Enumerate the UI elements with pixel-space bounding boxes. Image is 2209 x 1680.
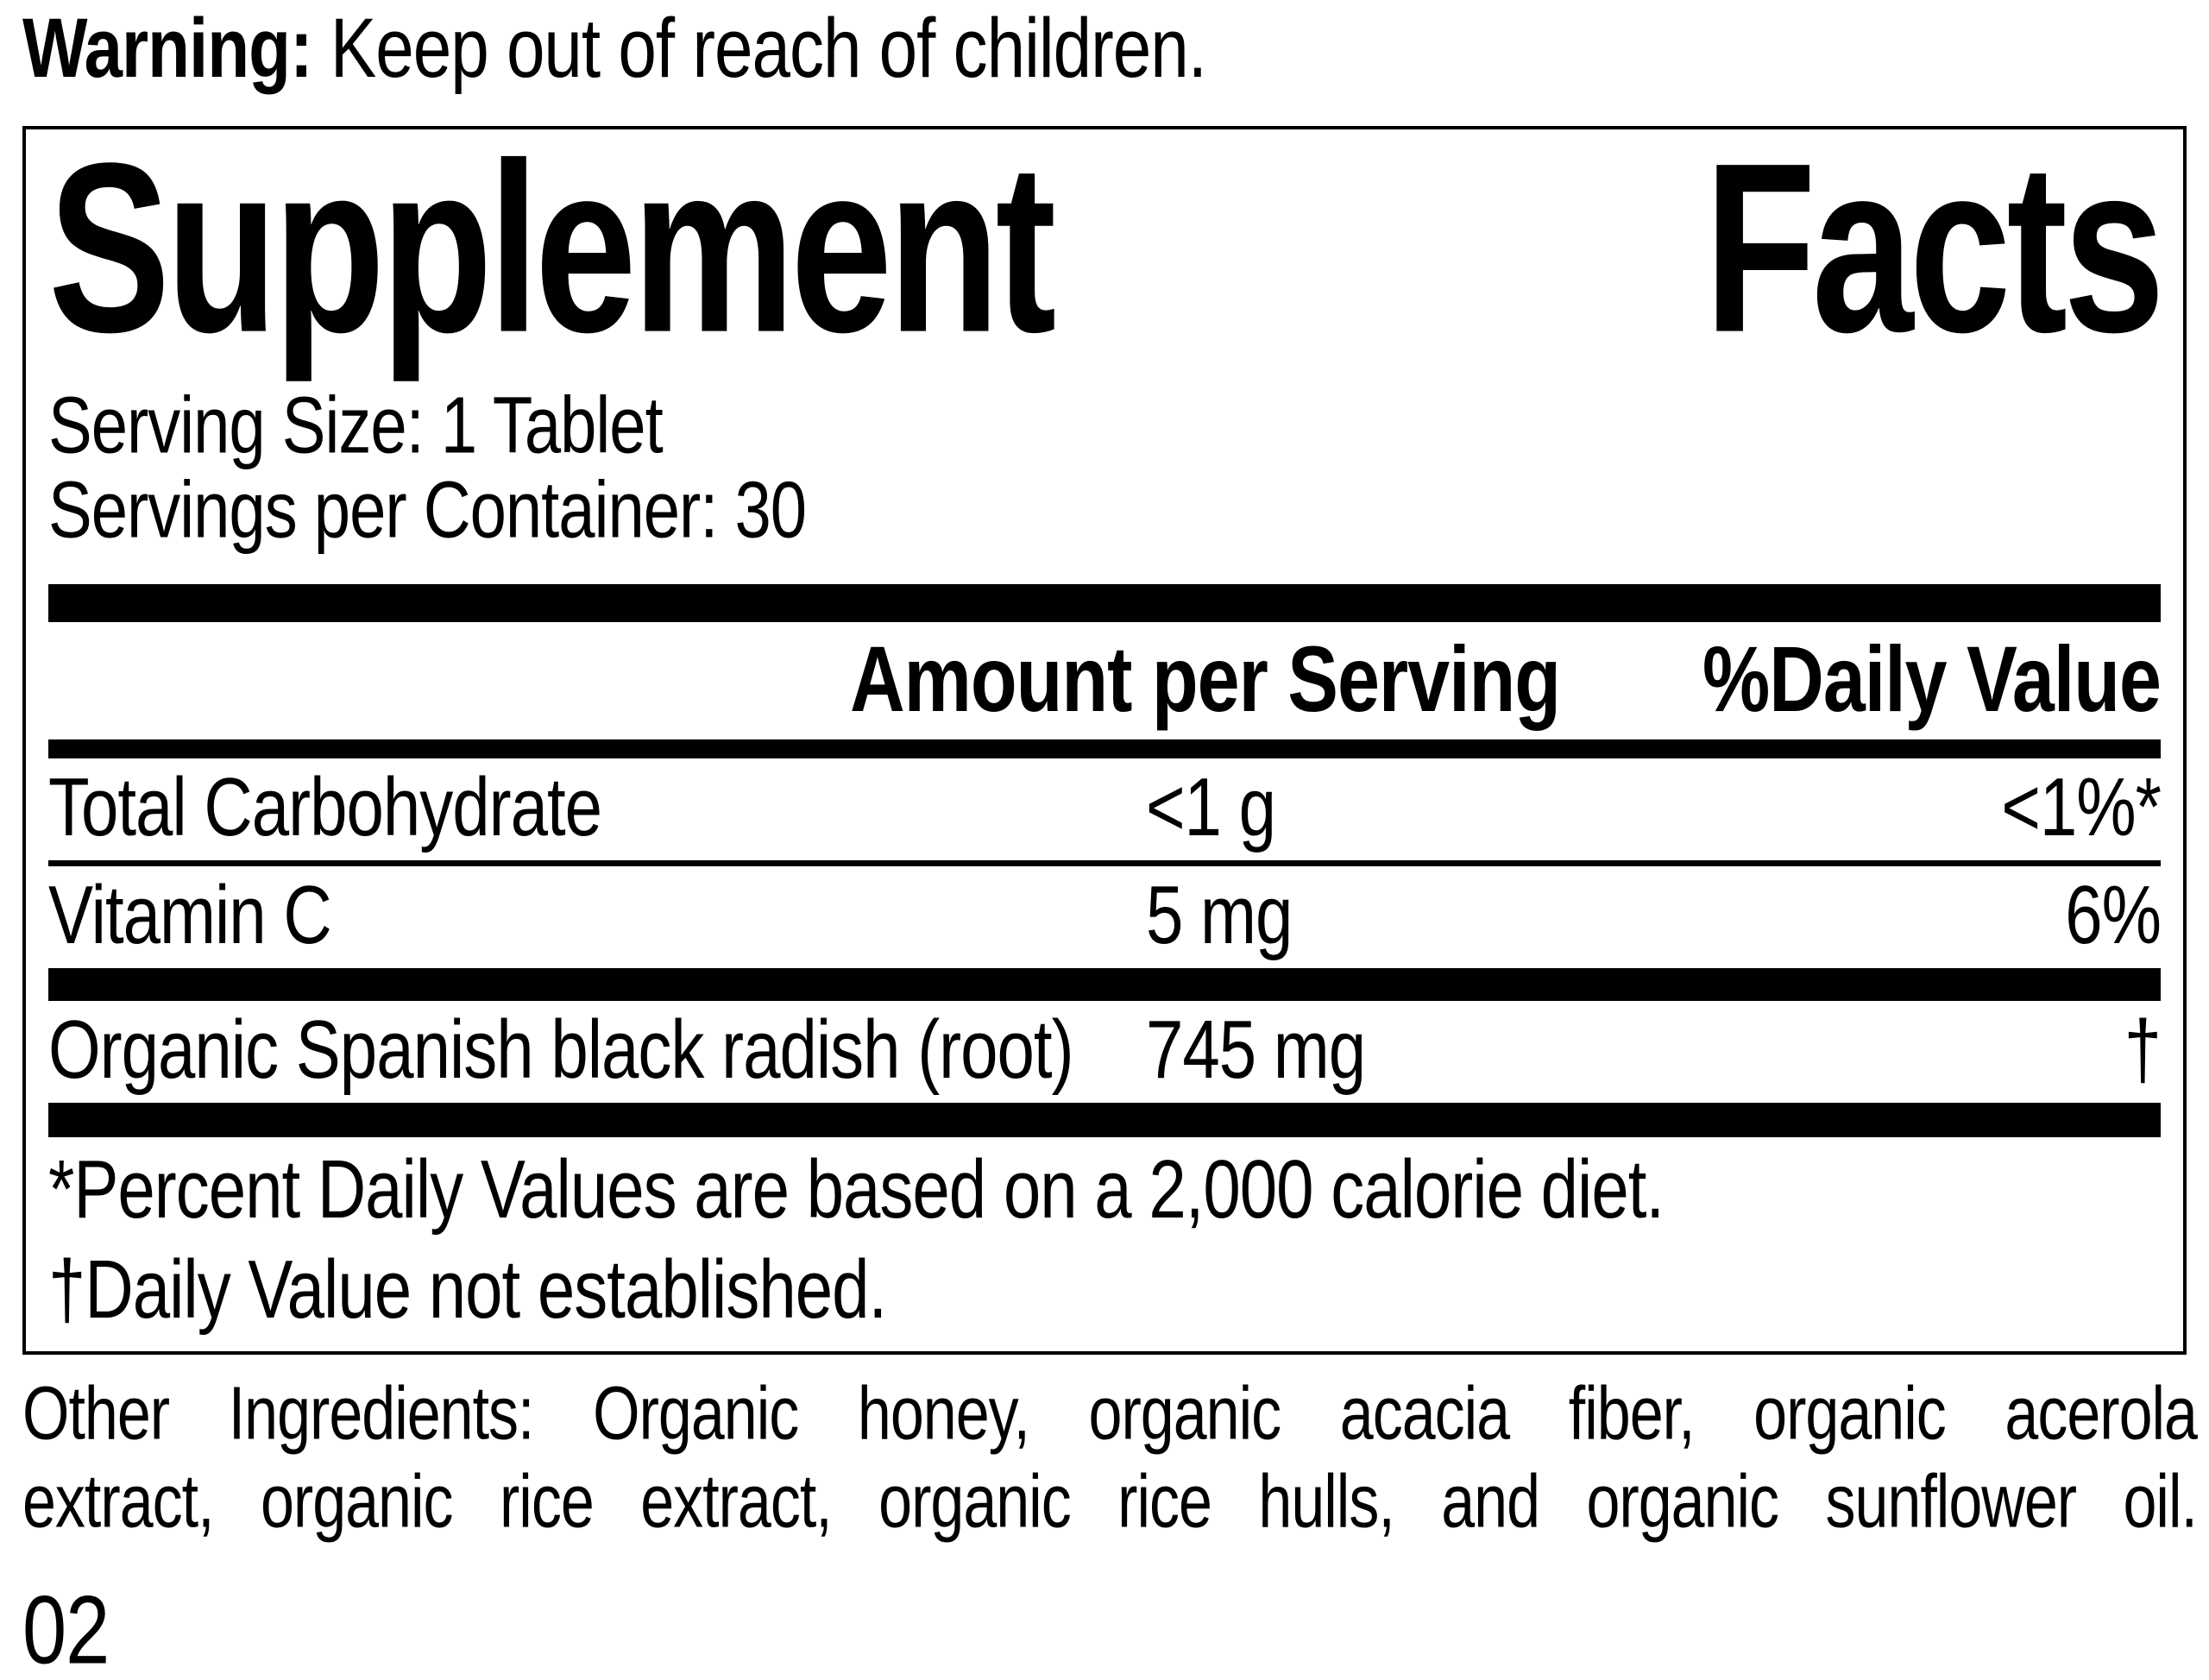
column-header-amount: Amount per Serving [850, 626, 1561, 732]
thick-rule-mid [48, 968, 2161, 1001]
warning-text: Warning: Keep out of reach of children. [22, 0, 1207, 99]
other-ingredients-line-2: extract, organic rice extract, organic r… [22, 1458, 2198, 1544]
page-number: 02 [22, 1576, 110, 1680]
column-header-row: Amount per Serving %Daily Value [48, 622, 2162, 739]
servings-per-container-line: Servings per Container: 30 [48, 465, 807, 556]
nutrient-daily-value: 6% [2065, 868, 2162, 961]
warning-label: Warning: [22, 1, 313, 95]
nutrient-name: Vitamin C [48, 868, 332, 961]
nutrient-amount: 745 mg [1146, 1003, 1366, 1096]
panel-title: Supplement Facts [48, 127, 2165, 368]
other-ingredients-line-1: Other Ingredients: Organic honey, organi… [22, 1370, 2198, 1456]
footnotes: *Percent Daily Values are based on a 2,0… [48, 1137, 2161, 1351]
thin-rule-row-separator [48, 860, 2161, 866]
footnote-daily-value-not-established: †Daily Value not established. [48, 1243, 887, 1336]
serving-info: Serving Size: 1 Tablet Servings per Cont… [48, 381, 2161, 558]
medium-rule-below-header [48, 739, 2161, 758]
serving-size-line: Serving Size: 1 Tablet [48, 381, 664, 471]
nutrient-row-black-radish: Organic Spanish black radish (root) 745 … [48, 1001, 2162, 1103]
nutrient-name: Total Carbohydrate [48, 760, 602, 853]
nutrient-amount: <1 g [1146, 760, 1276, 853]
nutrient-daily-value: † [2124, 1003, 2162, 1096]
footnote-percent-daily-value: *Percent Daily Values are based on a 2,0… [48, 1142, 1665, 1236]
warning-line: Warning: Keep out of reach of children. [22, 1, 2209, 95]
title-word-supplement: Supplement [48, 112, 1056, 383]
warning-message: Keep out of reach of children. [330, 1, 1207, 95]
nutrient-row-vitamin-c: Vitamin C 5 mg 6% [48, 866, 2162, 968]
thick-rule-top [48, 584, 2161, 622]
supplement-facts-panel: Supplement Facts Serving Size: 1 Tablet … [22, 126, 2187, 1355]
nutrient-daily-value: <1%* [2001, 760, 2162, 853]
nutrient-amount: 5 mg [1146, 868, 1293, 961]
thick-rule-bottom [48, 1103, 2161, 1137]
nutrient-name: Organic Spanish black radish (root) [48, 1003, 1074, 1096]
other-ingredients-paragraph: Other Ingredients: Organic honey, organi… [22, 1371, 2198, 1553]
column-header-daily-value: %Daily Value [1702, 626, 2162, 732]
nutrient-row-total-carbohydrate: Total Carbohydrate <1 g <1%* [48, 758, 2162, 860]
title-word-facts: Facts [1704, 112, 2165, 383]
